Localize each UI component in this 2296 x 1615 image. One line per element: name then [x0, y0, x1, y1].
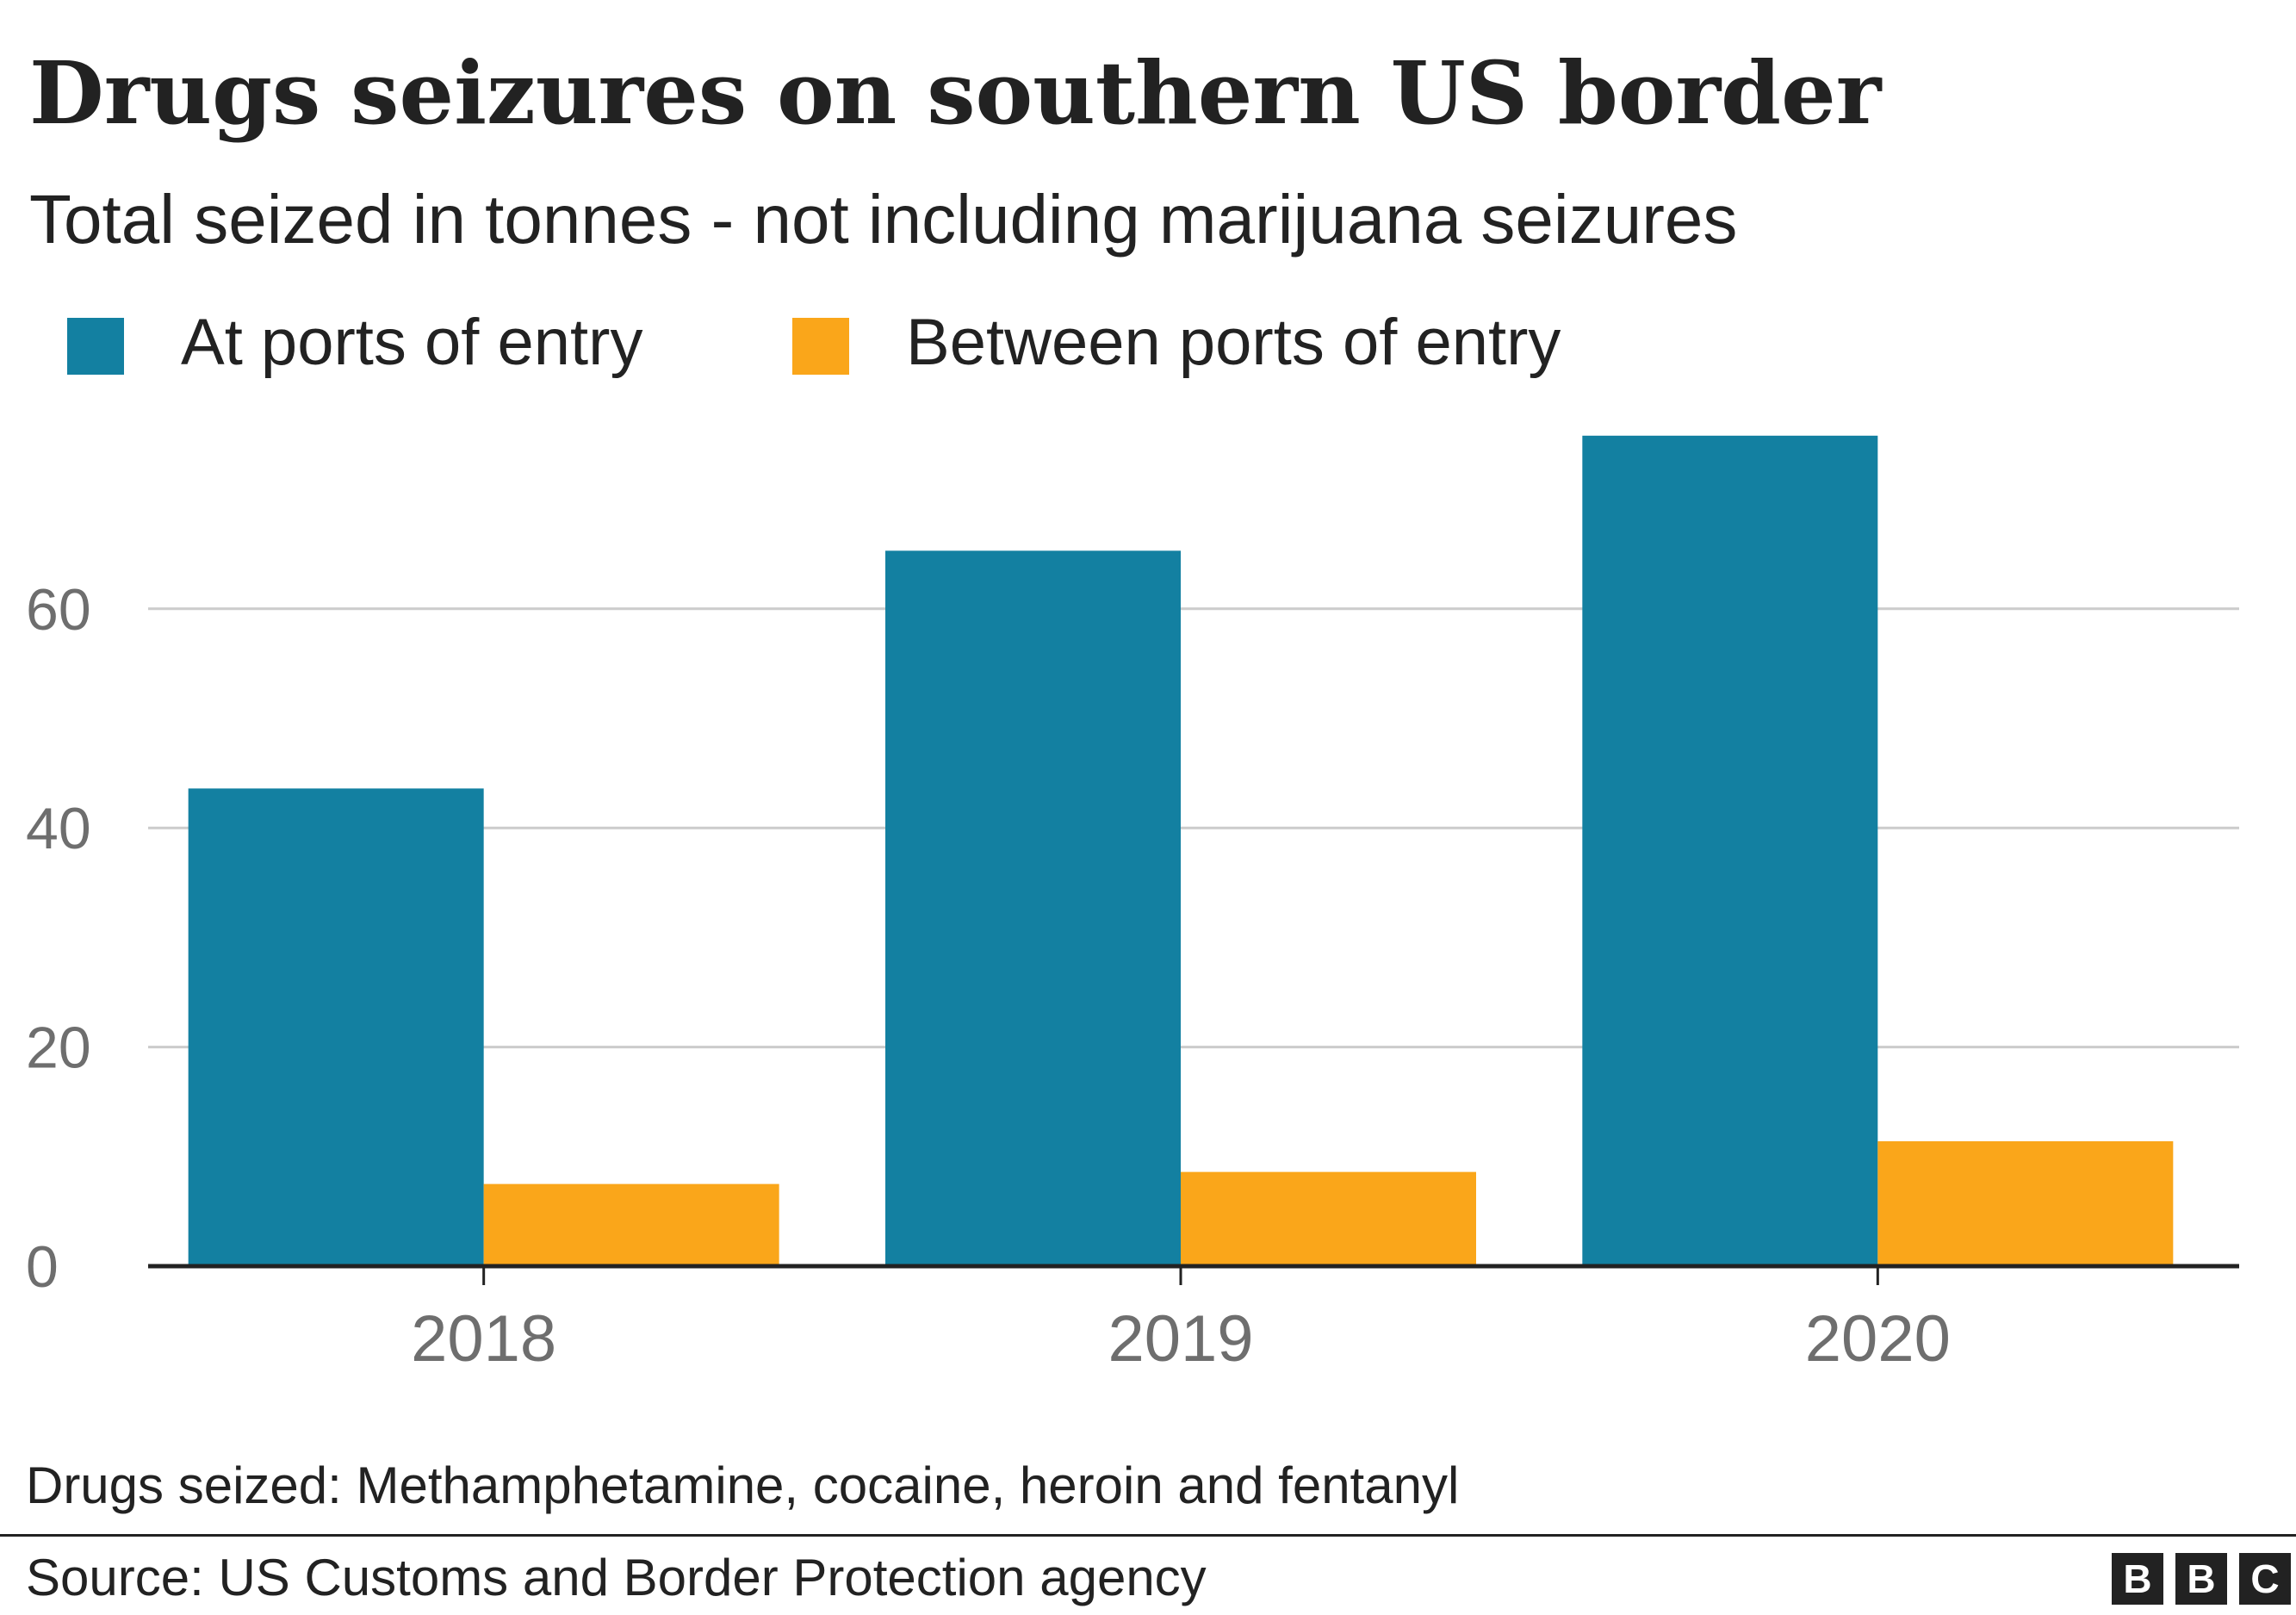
legend-swatch-between-ports [792, 318, 849, 375]
bbc-logo-block: C [2239, 1553, 2291, 1605]
source-note: Source: US Customs and Border Protection… [26, 1549, 1207, 1606]
bar-chart: 0 20 40 60 2018 2019 2020 [26, 435, 2239, 1376]
bar-at-ports [188, 788, 484, 1266]
legend-swatch-at-ports [67, 318, 124, 375]
footer-divider [0, 1534, 2296, 1537]
chart-title: Drugs seizures on southern US border [29, 42, 1882, 144]
x-tick-label: 2019 [1108, 1302, 1253, 1376]
bbc-logo: B B C [2112, 1553, 2291, 1605]
y-tick-label: 20 [26, 1016, 91, 1081]
x-tick-label: 2020 [1805, 1302, 1951, 1376]
y-tick-label: 0 [26, 1234, 59, 1300]
chart-footnote: Drugs seized: Methamphetamine, cocaine, … [26, 1457, 1460, 1514]
x-tick-label: 2018 [411, 1302, 556, 1376]
legend-label-at-ports: At ports of entry [181, 306, 643, 379]
bbc-logo-block: B [2175, 1553, 2227, 1605]
chart-subtitle: Total seized in tonnes - not including m… [29, 181, 1738, 258]
bar-between-ports [483, 1183, 779, 1266]
legend-label-between-ports: Between ports of entry [906, 306, 1561, 379]
bbc-logo-block: B [2112, 1553, 2163, 1605]
y-tick-label: 60 [26, 577, 91, 643]
bar-at-ports [1582, 435, 1878, 1267]
y-tick-label: 40 [26, 796, 91, 861]
bar-between-ports [1181, 1171, 1476, 1266]
bar-at-ports [885, 550, 1181, 1266]
bar-between-ports [1877, 1140, 2174, 1266]
